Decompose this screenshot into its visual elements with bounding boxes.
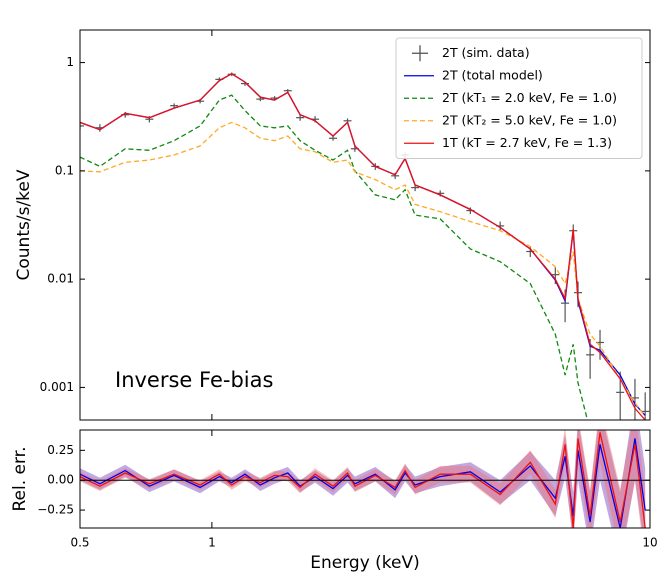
y-axis-label: Counts/s/keV — [14, 169, 34, 280]
error-band — [80, 430, 646, 528]
legend-label: 2T (kT₂ = 5.0 keV, Fe = 1.0) — [442, 112, 617, 127]
y-tick-label: 0.01 — [47, 272, 74, 286]
y-tick-label: 0.1 — [55, 163, 74, 177]
data-point — [641, 392, 650, 420]
residual-plot — [80, 430, 646, 528]
series-line — [80, 94, 589, 420]
legend-label: 1T (kT = 2.7 keV, Fe = 1.3) — [442, 135, 612, 150]
legend-label: 2T (kT₁ = 2.0 keV, Fe = 1.0) — [442, 90, 617, 105]
data-point — [80, 122, 84, 130]
y-axis-label: Rel. err. — [10, 446, 30, 511]
data-point — [256, 97, 265, 102]
legend-label: 2T (total model) — [442, 67, 543, 82]
plot-frame — [79, 29, 651, 421]
annotation: Inverse Fe-bias — [115, 368, 273, 392]
x-axis-label: Energy (keV) — [310, 553, 420, 573]
y-tick-label: 0.001 — [40, 380, 74, 394]
y-tick-label: 0.25 — [47, 443, 74, 457]
series-line — [80, 432, 646, 528]
data-point — [296, 114, 305, 121]
x-tick-label: 10 — [642, 536, 657, 550]
data-point — [170, 103, 179, 109]
data-point — [616, 371, 625, 420]
legend-box — [395, 37, 643, 159]
y-tick-label: 1 — [66, 55, 74, 69]
error-band — [80, 430, 646, 528]
series-line — [80, 72, 646, 420]
y-tick-label: 0.00 — [47, 473, 74, 487]
x-tick-label: 0.5 — [70, 536, 89, 550]
legend-label: 2T (sim. data) — [442, 45, 530, 60]
y-tick-label: −0.25 — [37, 503, 74, 517]
x-tick-label: 1 — [208, 536, 216, 550]
series-line — [80, 121, 646, 417]
plot-frame — [79, 429, 651, 529]
spectrum-plot — [80, 72, 650, 420]
